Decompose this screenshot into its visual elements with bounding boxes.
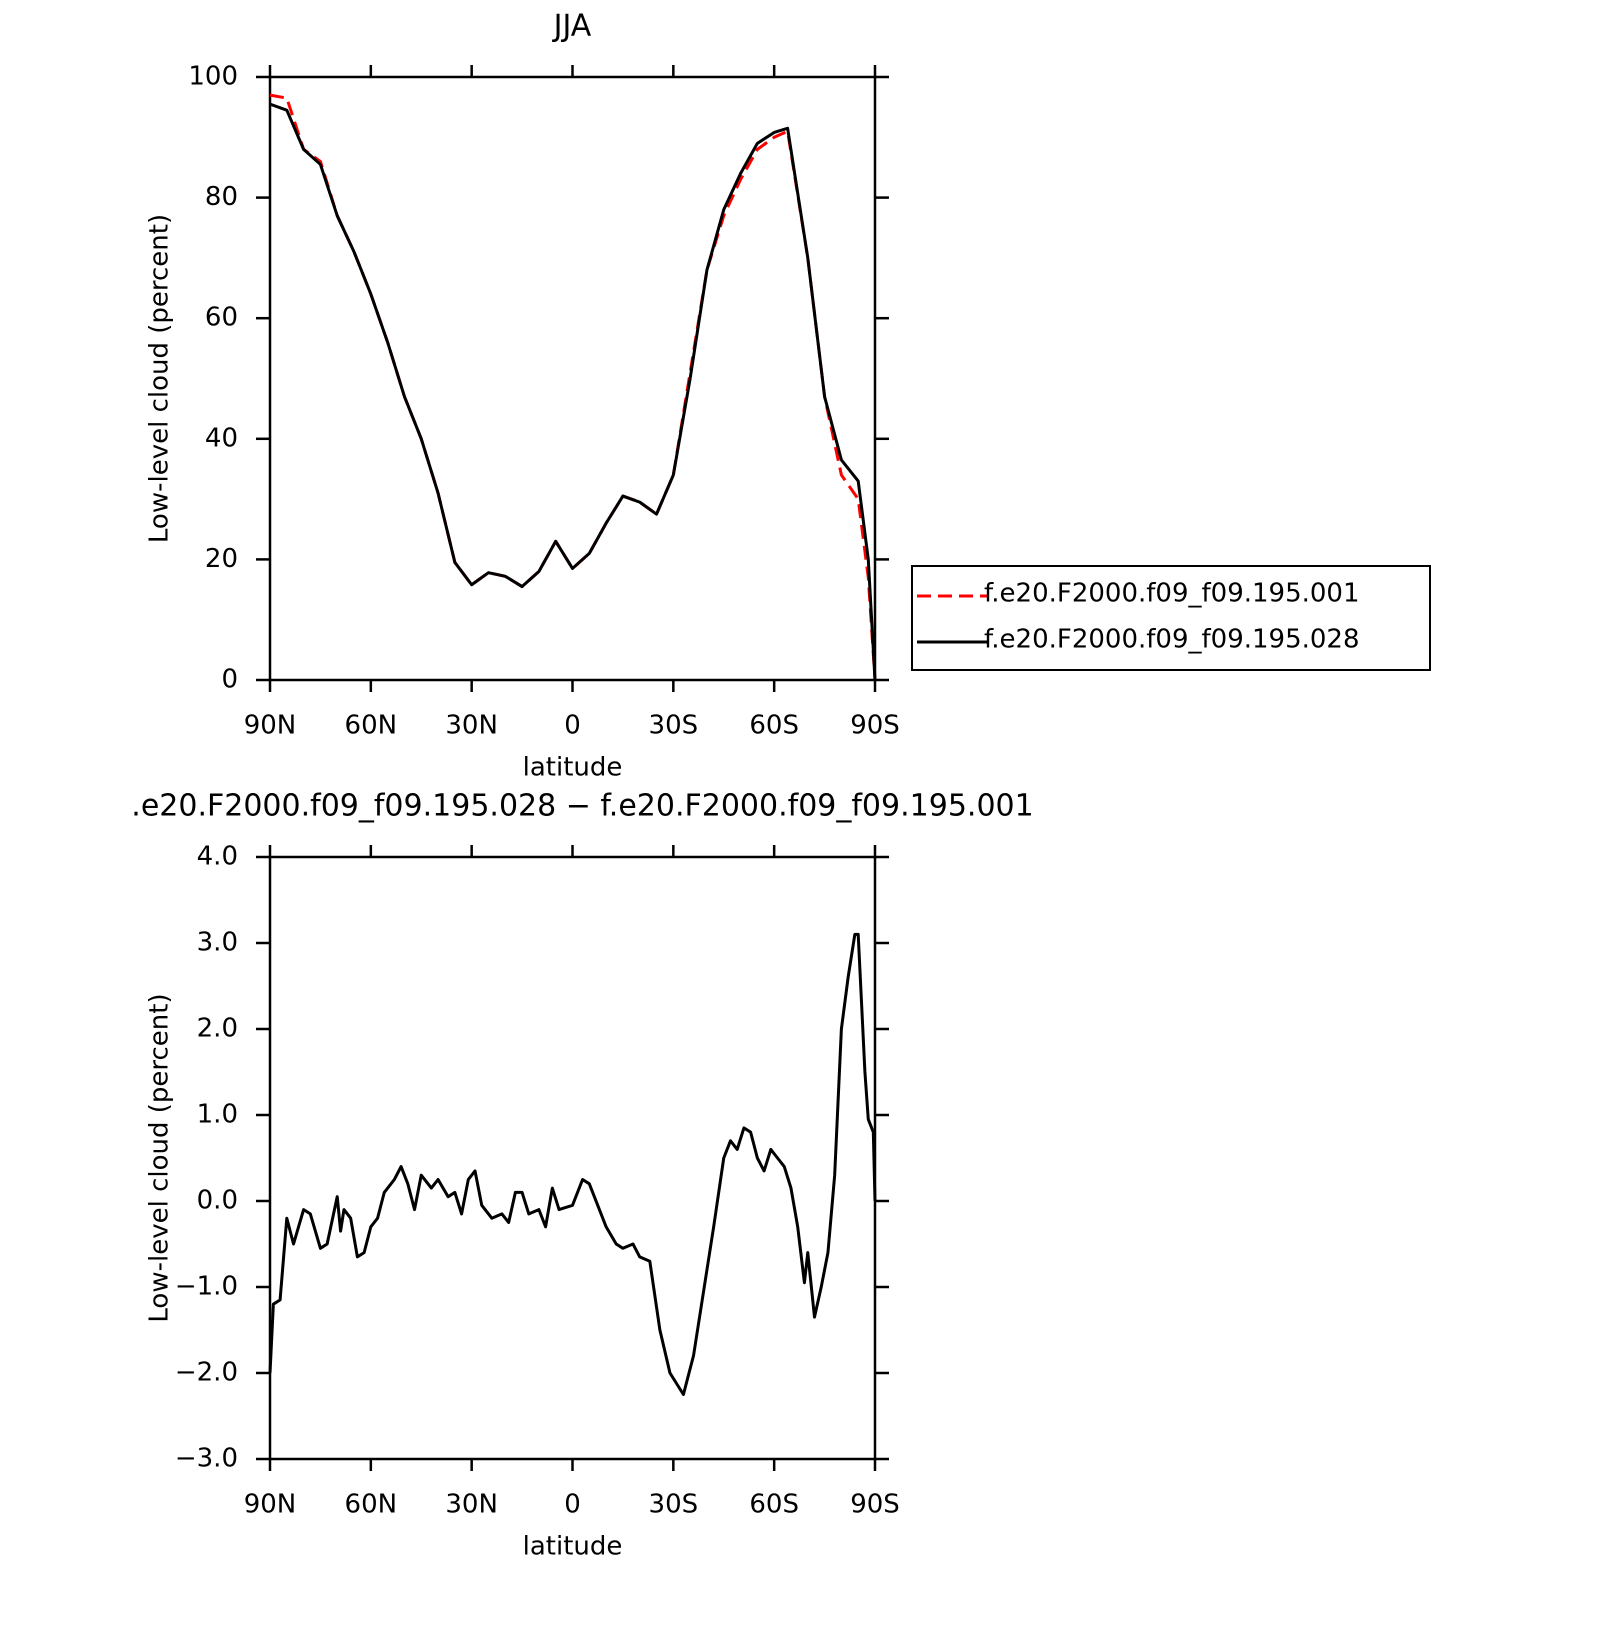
legend-label: f.e20.F2000.f09_f09.195.001	[984, 579, 1360, 609]
x-tick-label: 0	[564, 1490, 581, 1520]
y-tick-label: 0.0	[197, 1186, 238, 1216]
x-tick-label: 0	[564, 711, 581, 741]
series-line	[269, 93, 877, 681]
x-tick-label: 90S	[850, 711, 900, 741]
chart-title: JJA	[552, 9, 592, 44]
x-tick-label: 60N	[345, 711, 398, 741]
y-tick-label: 4.0	[197, 842, 238, 872]
x-tick-label: 60N	[345, 1490, 398, 1520]
x-tick-label: 30N	[445, 711, 498, 741]
y-tick-label: 80	[205, 182, 238, 212]
y-tick-label: −1.0	[175, 1272, 238, 1302]
y-tick-label: 20	[205, 544, 238, 574]
y-tick-label: 100	[188, 62, 238, 92]
series-line	[269, 102, 877, 681]
y-tick-label: 40	[205, 423, 238, 453]
y-tick-label: 1.0	[197, 1100, 238, 1130]
plot-frame	[268, 75, 877, 682]
y-axis-label: Low-level cloud (percent)	[145, 214, 175, 543]
x-tick-label: 30S	[649, 711, 699, 741]
legend-box	[911, 565, 1431, 671]
x-tick-label: 60S	[749, 1490, 799, 1520]
y-tick-label: 2.0	[197, 1014, 238, 1044]
y-tick-label: −2.0	[175, 1358, 238, 1388]
x-axis-label: latitude	[523, 1532, 623, 1562]
x-tick-label: 90N	[244, 711, 297, 741]
x-axis-label: latitude	[523, 753, 623, 783]
x-tick-label: 30N	[445, 1490, 498, 1520]
y-tick-label: 0	[221, 665, 238, 695]
y-tick-label: −3.0	[175, 1444, 238, 1474]
x-tick-label: 60S	[749, 711, 799, 741]
series-line	[268, 932, 877, 1396]
y-tick-label: 3.0	[197, 928, 238, 958]
plot-frame	[268, 855, 877, 1461]
x-tick-label: 90S	[850, 1490, 900, 1520]
y-axis-label: Low-level cloud (percent)	[145, 993, 175, 1322]
chart-title: .e20.F2000.f09_f09.195.028 − f.e20.F2000…	[131, 789, 1033, 824]
x-tick-label: 90N	[244, 1490, 297, 1520]
y-tick-label: 60	[205, 303, 238, 333]
legend-label: f.e20.F2000.f09_f09.195.028	[984, 625, 1360, 655]
x-tick-label: 30S	[649, 1490, 699, 1520]
